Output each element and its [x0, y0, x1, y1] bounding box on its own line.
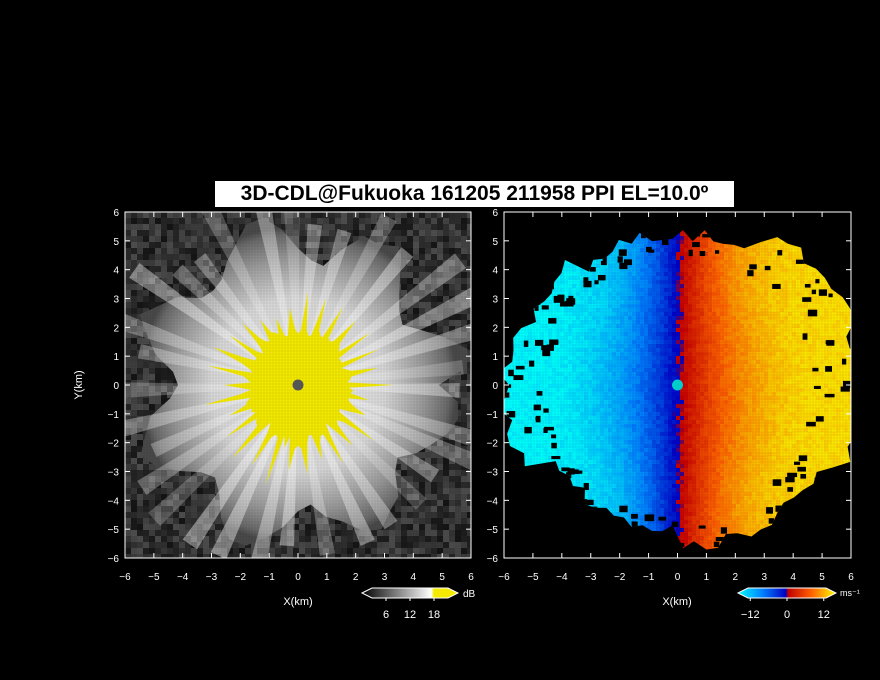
x-tick-label: 0 [675, 572, 681, 583]
reflectivity-colorbar-bar [360, 587, 460, 599]
velocity-colorbar-ticks: −12 0 12 [741, 598, 830, 621]
reflectivity-axes: −6 −5 −4 −3 −2 −1 0 1 2 3 4 5 6 −6 −5 −4 −3 −2 −1 0 1 2 3 4 5 6 [108, 208, 475, 583]
y-tick-label: 4 [113, 266, 119, 277]
reflectivity-y-axis-label: Y(km) [73, 370, 85, 399]
x-tick-label: 5 [819, 572, 825, 583]
y-tick-label: 6 [113, 208, 119, 219]
y-tick-label: 0 [492, 381, 498, 392]
y-tick-label: 4 [492, 266, 498, 277]
x-tick-label: −2 [614, 572, 626, 583]
velocity-x-axis-label: X(km) [662, 596, 691, 608]
x-tick-label: 1 [324, 572, 330, 583]
y-tick-label: −5 [487, 525, 499, 536]
x-tick-label: 3 [761, 572, 767, 583]
y-tick-label: 1 [492, 352, 498, 363]
colorbar-tick-label: 12 [818, 609, 830, 621]
y-tick-label: 2 [113, 323, 119, 334]
velocity-colorbar: −12 0 12 ms⁻¹ [736, 587, 860, 621]
reflectivity-colorbar: 6 12 18 dB [360, 587, 476, 621]
x-tick-label: 0 [295, 572, 301, 583]
x-tick-label: −5 [148, 572, 160, 583]
y-tick-label: 6 [492, 208, 498, 219]
y-tick-label: −3 [487, 468, 499, 479]
y-tick-label: 1 [113, 352, 119, 363]
x-tick-label: 2 [353, 572, 359, 583]
x-tick-label: −4 [556, 572, 568, 583]
x-tick-label: 4 [411, 572, 417, 583]
colorbar-tick-label: −12 [741, 609, 760, 621]
x-tick-label: −5 [527, 572, 539, 583]
radar-site-marker [292, 379, 304, 391]
y-tick-label: 3 [113, 295, 119, 306]
reflectivity-colorbar-unit: dB [463, 589, 476, 600]
x-tick-label: 2 [733, 572, 739, 583]
x-tick-label: −4 [177, 572, 189, 583]
velocity-plot-area [504, 212, 851, 558]
y-tick-label: −3 [108, 468, 120, 479]
y-tick-label: 0 [113, 381, 119, 392]
x-tick-label: −6 [498, 572, 510, 583]
y-tick-label: −6 [487, 554, 499, 565]
y-tick-label: 5 [113, 237, 119, 248]
y-tick-label: −4 [487, 496, 499, 507]
x-tick-label: 6 [468, 572, 474, 583]
x-tick-label: −6 [119, 572, 131, 583]
y-tick-label: 5 [492, 237, 498, 248]
x-tick-label: −3 [206, 572, 218, 583]
velocity-axes: −6 −5 −4 −3 −2 −1 0 1 2 3 4 5 6 −6 −5 −4 −3 −2 −1 0 1 2 3 4 5 6 [487, 208, 855, 583]
x-tick-label: 1 [704, 572, 710, 583]
figure-title: 3D-CDL@Fukuoka 161205 211958 PPI EL=10.0… [215, 181, 734, 207]
y-tick-label: −1 [108, 410, 120, 421]
y-tick-label: −2 [487, 439, 499, 450]
velocity-colorbar-unit: ms⁻¹ [840, 588, 860, 598]
x-tick-label: −1 [643, 572, 655, 583]
reflectivity-plot-area [125, 212, 471, 558]
y-tick-label: −2 [108, 439, 120, 450]
reflectivity-x-axis-label: X(km) [283, 596, 312, 608]
colorbar-tick-label: 0 [784, 609, 790, 621]
y-tick-label: −1 [487, 410, 499, 421]
y-tick-label: −6 [108, 554, 120, 565]
x-tick-label: −2 [235, 572, 247, 583]
x-tick-label: 3 [382, 572, 388, 583]
colorbar-tick-label: 18 [428, 609, 440, 621]
y-tick-label: −5 [108, 525, 120, 536]
y-tick-label: 2 [492, 323, 498, 334]
x-tick-label: 6 [848, 572, 854, 583]
x-tick-label: 5 [439, 572, 445, 583]
velocity-colorbar-bar [736, 587, 838, 599]
y-tick-label: −4 [108, 496, 120, 507]
x-tick-label: −1 [263, 572, 275, 583]
radar-site-marker [672, 379, 683, 391]
colorbar-tick-label: 6 [383, 609, 389, 621]
x-tick-label: −3 [585, 572, 597, 583]
x-tick-label: 4 [790, 572, 796, 583]
reflectivity-colorbar-ticks: 6 12 18 [383, 598, 440, 621]
y-tick-label: 3 [492, 295, 498, 306]
colorbar-tick-label: 12 [404, 609, 416, 621]
